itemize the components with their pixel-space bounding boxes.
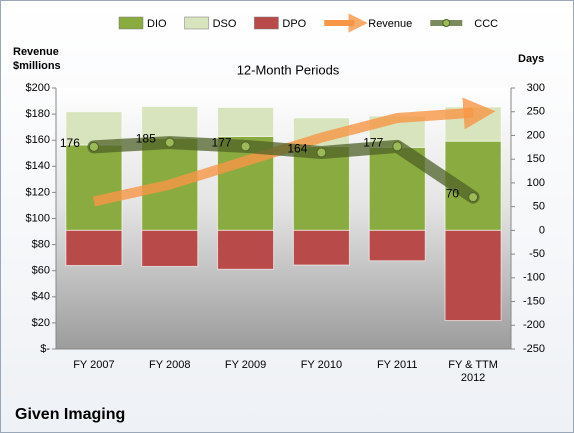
x-tick-label: FY 2009 bbox=[224, 359, 267, 371]
bar bbox=[292, 145, 350, 231]
y2-tick-label: 250 bbox=[527, 106, 545, 118]
ccc-point bbox=[240, 141, 251, 152]
ccc-label: 177 bbox=[363, 136, 383, 150]
chart-title: 12-Month Periods bbox=[237, 62, 340, 77]
y-tick-label: $120 bbox=[26, 186, 50, 198]
legend-label: DSO bbox=[213, 18, 237, 30]
bar bbox=[292, 229, 350, 266]
legend-label: DPO bbox=[282, 18, 306, 30]
ccc-point bbox=[468, 192, 479, 203]
y-tick-label: $80 bbox=[32, 239, 50, 251]
ccc-label: 176 bbox=[60, 136, 80, 150]
y2-tick-label: -250 bbox=[523, 343, 545, 355]
legend-label: Revenue bbox=[368, 18, 412, 30]
y2-tick-label: 150 bbox=[527, 153, 545, 165]
bar bbox=[65, 144, 123, 231]
y-tick-label: $20 bbox=[32, 317, 50, 329]
legend-swatch bbox=[442, 19, 451, 27]
y-tick-label: $- bbox=[40, 343, 50, 355]
bar bbox=[368, 229, 426, 262]
y2-tick-label: 300 bbox=[527, 82, 545, 94]
ccc-label: 70 bbox=[446, 186, 460, 200]
ccc-point bbox=[316, 147, 327, 158]
bar bbox=[141, 106, 199, 139]
y2-tick-label: 100 bbox=[527, 177, 545, 189]
legend-label: CCC bbox=[474, 18, 498, 30]
x-tick-label: FY 2010 bbox=[300, 359, 343, 371]
y-tick-label: $180 bbox=[26, 108, 50, 120]
y-axis-label: $millions bbox=[13, 60, 61, 72]
y-tick-label: $200 bbox=[26, 82, 50, 94]
bar bbox=[217, 229, 275, 270]
ccc-label: 164 bbox=[287, 142, 307, 156]
ccc-label: 177 bbox=[212, 136, 232, 150]
bar bbox=[65, 229, 123, 266]
x-tick-label: FY 2011 bbox=[376, 359, 418, 371]
y-tick-label: $100 bbox=[26, 212, 50, 224]
ccc-point bbox=[164, 137, 175, 148]
y2-tick-label: 50 bbox=[533, 201, 545, 213]
ccc-point bbox=[392, 141, 403, 152]
legend-swatch bbox=[184, 16, 209, 30]
ccc-point bbox=[88, 141, 99, 152]
plot-area bbox=[56, 88, 511, 349]
y-tick-label: $160 bbox=[26, 134, 50, 146]
y2-tick-label: -150 bbox=[523, 295, 545, 307]
legend-swatch bbox=[118, 16, 144, 30]
bar bbox=[444, 229, 502, 322]
x-tick-label: FY & TTM 2012 bbox=[448, 359, 498, 384]
y2-tick-label: -50 bbox=[529, 248, 545, 260]
y-tick-label: $140 bbox=[26, 160, 50, 172]
ccc-label: 185 bbox=[136, 132, 156, 146]
x-tick-label: FY 2008 bbox=[149, 359, 191, 371]
y-tick-label: $60 bbox=[32, 265, 50, 277]
y-tick-label: $40 bbox=[32, 291, 50, 303]
y2-tick-label: 200 bbox=[527, 129, 545, 141]
bar bbox=[368, 146, 426, 231]
legend-swatch bbox=[254, 16, 279, 30]
ccc-line bbox=[87, 136, 480, 204]
y2-tick-label: -200 bbox=[523, 319, 545, 331]
y2-tick-label: 0 bbox=[539, 224, 545, 236]
bar bbox=[141, 229, 199, 267]
x-tick-label: FY 2007 bbox=[73, 359, 115, 371]
y2-tick-label: -100 bbox=[523, 272, 545, 284]
y2-axis-label: Days bbox=[518, 53, 544, 65]
y-axis-label: Revenue bbox=[13, 46, 59, 58]
bar bbox=[217, 106, 275, 137]
legend-label: DIO bbox=[147, 18, 167, 30]
footer: Given Imaging bbox=[15, 406, 125, 423]
